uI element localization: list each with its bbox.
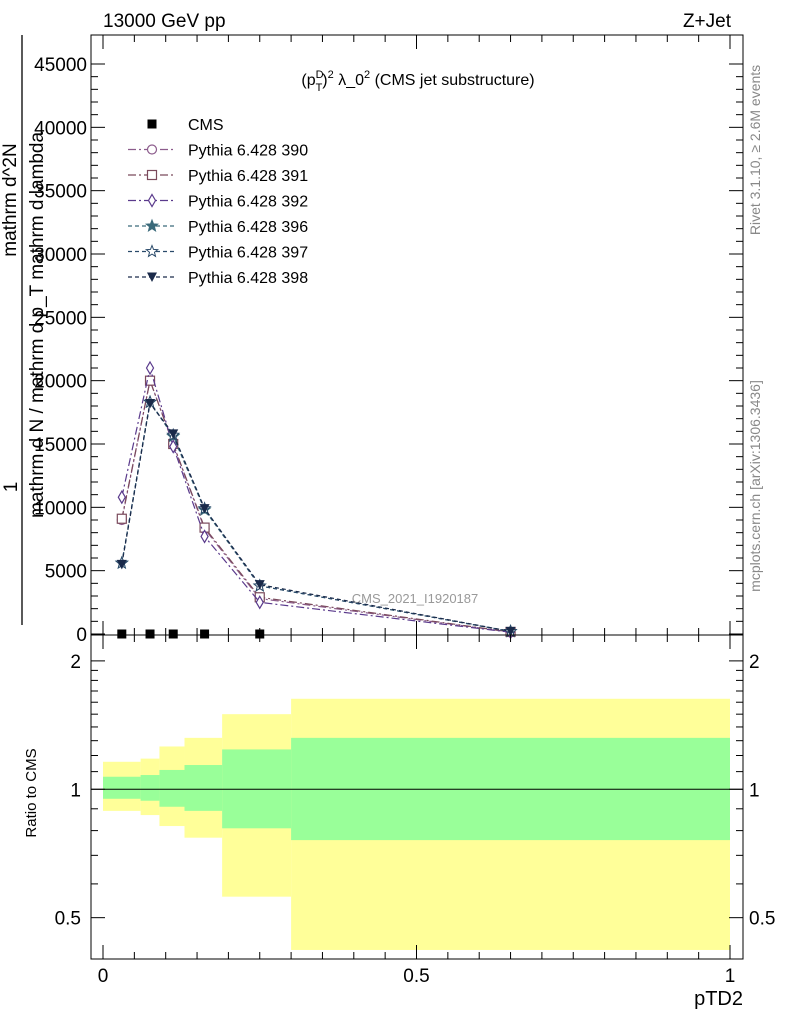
legend-marker — [144, 218, 160, 232]
title-part-c: λ_0 — [334, 72, 364, 89]
ratio-y-tick-label: 1 — [70, 780, 81, 801]
legend-label: Pythia 6.428 396 — [188, 219, 308, 236]
ratio-y-tick-label: 2 — [70, 652, 81, 673]
main-ylabel: 1 mathrm d N / mathrm d p_T mathrm d lam… — [0, 35, 48, 625]
legend-marker — [146, 144, 158, 155]
process-label: Z+Jet — [683, 11, 732, 32]
title-sup-d: D — [316, 69, 324, 81]
series-point-6 — [199, 504, 210, 514]
legend-marker — [144, 244, 160, 258]
ratio-ylabel: Ratio to CMS — [23, 748, 40, 837]
series-point-3 — [255, 595, 264, 610]
series-point-6 — [145, 398, 156, 409]
y-tick-label: 45000 — [34, 55, 87, 76]
legend-marker — [147, 119, 157, 129]
y-tick-label: 5000 — [45, 562, 87, 583]
series-point-3 — [145, 360, 155, 376]
series-line-2 — [121, 378, 511, 633]
legend-label: CMS — [188, 117, 224, 134]
ratio-inner-band-bin — [159, 769, 185, 807]
ratio-y-tick-label-right: 1 — [749, 780, 760, 801]
ylabel-line1: 1 — [1, 482, 22, 493]
series-point-2 — [116, 513, 127, 524]
series-point-0 — [145, 629, 155, 639]
ratio-inner-band-bin — [140, 775, 160, 801]
title-sub-t: T — [316, 82, 323, 94]
energy-label: 13000 GeV pp — [103, 11, 226, 32]
x-tick-label: 1 — [725, 966, 736, 987]
title-sup-2: 2 — [328, 69, 334, 81]
series-point-0 — [117, 629, 127, 639]
ylabel-line2: mathrm d N / mathrm d p_T mathrm d lambd… — [27, 132, 48, 519]
y-tick-label: 10000 — [34, 498, 87, 519]
series-point-2 — [144, 375, 156, 386]
series-line-5 — [121, 400, 511, 633]
series-point-3 — [200, 529, 209, 544]
series-line-6 — [121, 402, 511, 632]
title-part-b: ) — [322, 72, 327, 89]
plot-title: (pD T)2 λ_02 (CMS jet substructure) — [301, 69, 534, 94]
legend-marker — [146, 169, 158, 181]
title-part-a: (p — [301, 72, 315, 89]
ratio-inner-band-bin — [184, 765, 223, 811]
legend-label: Pythia 6.428 392 — [188, 194, 308, 211]
x-axis-label: pTD2 — [694, 988, 743, 1010]
x-tick-label: 0.5 — [403, 966, 429, 987]
legend-label: Pythia 6.428 398 — [188, 270, 308, 287]
title-sup-2b: 2 — [364, 69, 370, 81]
y-tick-label: 30000 — [34, 245, 87, 266]
legend-label: Pythia 6.428 391 — [188, 168, 308, 185]
series-point-6 — [505, 626, 516, 637]
ratio-inner-band-bin — [103, 776, 141, 799]
y-tick-label: 20000 — [34, 372, 87, 393]
y-tick-label: 0 — [76, 625, 87, 646]
series-point-6 — [116, 559, 127, 570]
series-point-0 — [200, 629, 210, 639]
series-line-3 — [121, 367, 511, 633]
ratio-panel: 0.5 0.5 1 1 2 2 0 0.5 1 Ratio to CMS pTD2 — [23, 634, 775, 1010]
series-point-6 — [168, 429, 179, 439]
mcplots-label: mcplots.cern.ch [arXiv:1306.3436] — [747, 380, 763, 592]
legend-marker — [147, 193, 157, 208]
legend-marker — [147, 272, 157, 282]
legend-label: Pythia 6.428 397 — [188, 245, 308, 262]
y-tick-label: 40000 — [34, 118, 87, 139]
series-point-3 — [169, 439, 178, 454]
y-tick-label: 25000 — [34, 308, 87, 329]
y-tick-label: 35000 — [34, 182, 87, 203]
series-point-0 — [168, 629, 178, 639]
series-point-0 — [255, 629, 265, 639]
ylabel-line3: mathrm d^2N — [0, 143, 21, 256]
legend-label: Pythia 6.428 390 — [188, 143, 308, 160]
watermark: CMS_2021_I1920187 — [352, 591, 479, 606]
ratio-y-tick-label: 0.5 — [55, 909, 81, 930]
series-point-3 — [117, 490, 127, 505]
y-tick-label: 15000 — [34, 435, 87, 456]
x-tick-label: 0 — [98, 966, 109, 987]
ratio-y-tick-label-right: 2 — [749, 652, 760, 673]
ratio-y-tick-label-right: 0.5 — [749, 909, 775, 930]
rivet-label: Rivet 3.1.10, ≥ 2.6M events — [747, 65, 763, 235]
title-part-d: (CMS jet substructure) — [370, 72, 534, 89]
series-point-6 — [254, 580, 265, 590]
main-panel: 0 5000 10000 15000 20000 25000 30000 35000 40000… — [0, 34, 744, 646]
